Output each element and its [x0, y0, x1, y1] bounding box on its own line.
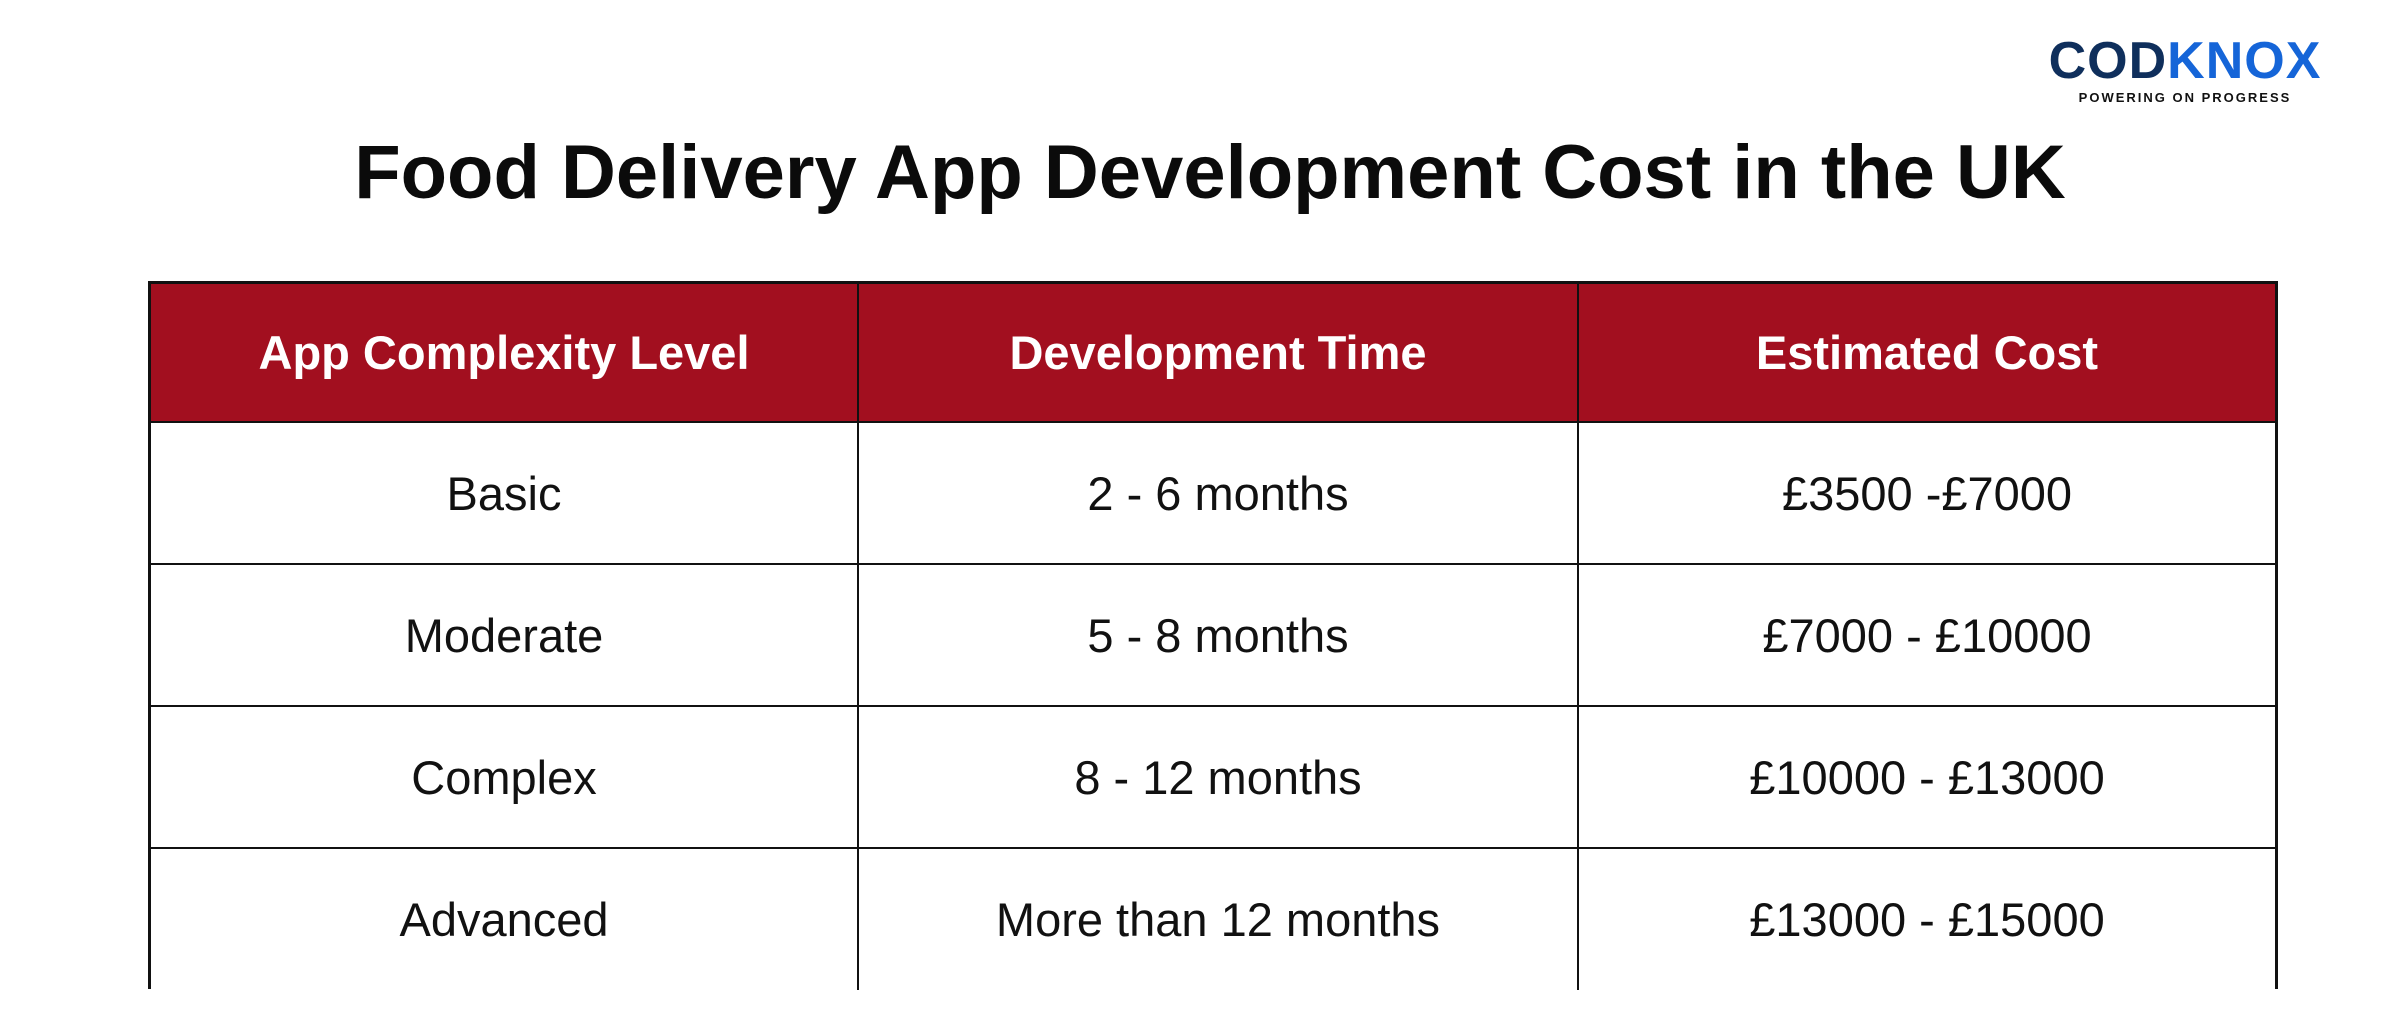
cell-development-time: 8 - 12 months: [857, 705, 1579, 849]
cell-development-time: 2 - 6 months: [857, 421, 1579, 565]
cell-development-time: More than 12 months: [857, 847, 1579, 990]
table-row: Complex 8 - 12 months £10000 - £13000: [151, 705, 2275, 849]
column-header-cost: Estimated Cost: [1577, 284, 2275, 423]
column-header-time: Development Time: [857, 284, 1579, 423]
cell-complexity-level: Advanced: [151, 847, 859, 990]
column-header-complexity: App Complexity Level: [151, 284, 859, 423]
logo-tagline: POWERING ON PROGRESS: [2078, 90, 2292, 105]
logo-word-accent: KNOX: [2167, 32, 2322, 90]
cell-estimated-cost: £7000 - £10000: [1577, 563, 2275, 707]
table-header-row: App Complexity Level Development Time Es…: [151, 284, 2275, 423]
logo-word-dark: COD: [2048, 32, 2168, 90]
cost-table: App Complexity Level Development Time Es…: [151, 284, 2275, 990]
cell-estimated-cost: £3500 -£7000: [1577, 421, 2275, 565]
table-row: Basic 2 - 6 months £3500 -£7000: [151, 421, 2275, 565]
brand-logo: COD KNOX POWERING ON PROGRESS: [2020, 34, 2350, 108]
cost-table-container: App Complexity Level Development Time Es…: [148, 281, 2278, 990]
cell-development-time: 5 - 8 months: [857, 563, 1579, 707]
cell-complexity-level: Complex: [151, 705, 859, 849]
cell-complexity-level: Basic: [151, 421, 859, 565]
table-row: Advanced More than 12 months £13000 - £1…: [151, 847, 2275, 990]
logo-wordmark: COD KNOX: [2020, 34, 2350, 88]
page-title: Food Delivery App Development Cost in th…: [354, 130, 2066, 215]
cell-estimated-cost: £13000 - £15000: [1577, 847, 2275, 990]
table-row: Moderate 5 - 8 months £7000 - £10000: [151, 563, 2275, 707]
cell-complexity-level: Moderate: [151, 563, 859, 707]
cell-estimated-cost: £10000 - £13000: [1577, 705, 2275, 849]
